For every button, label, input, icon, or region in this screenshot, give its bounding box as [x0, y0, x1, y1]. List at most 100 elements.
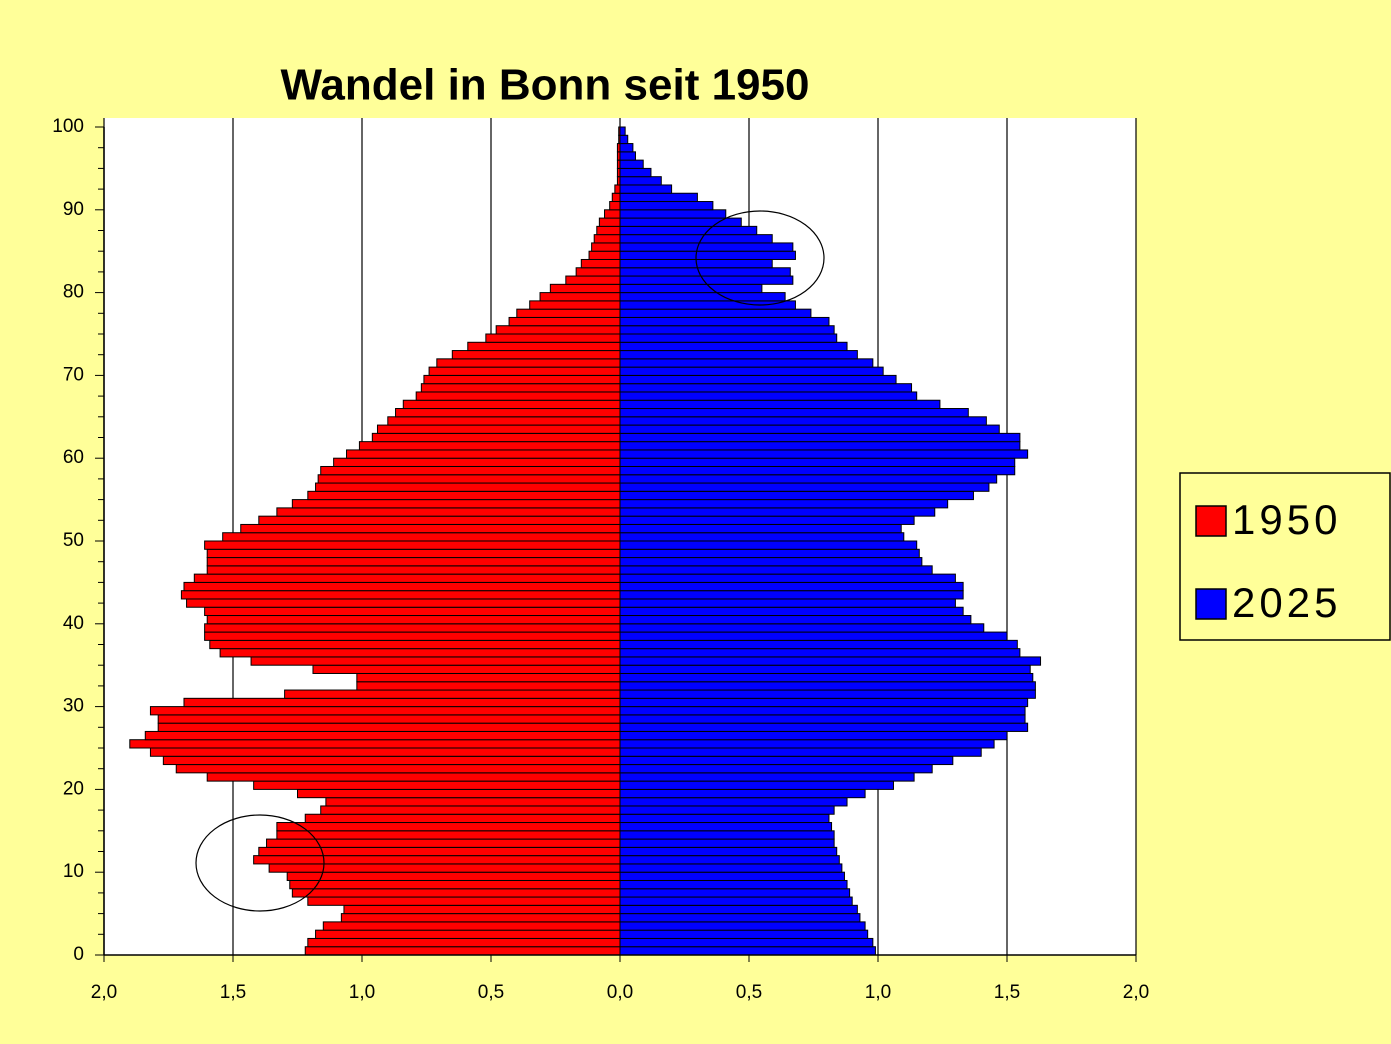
bar: [619, 523, 902, 534]
bar: [619, 399, 941, 410]
bar: [180, 590, 621, 600]
bar: [619, 465, 1016, 476]
bar: [619, 366, 884, 376]
bar: [619, 383, 913, 393]
bar: [619, 134, 629, 145]
bar: [307, 490, 621, 501]
bar: [593, 234, 621, 244]
bar: [619, 689, 1036, 699]
bar: [619, 457, 1016, 467]
bar: [575, 267, 621, 277]
bar: [291, 499, 621, 509]
bar: [222, 532, 621, 542]
bar: [619, 374, 897, 385]
bar: [415, 391, 621, 401]
bar: [317, 474, 621, 484]
bar: [209, 639, 621, 650]
bar: [619, 358, 874, 368]
bar: [204, 606, 621, 617]
bar: [250, 656, 621, 666]
bar: [276, 822, 621, 832]
bar: [619, 333, 838, 343]
bar: [619, 449, 1029, 459]
bar: [423, 374, 621, 385]
bar: [402, 399, 621, 410]
bar: [276, 507, 621, 517]
bar: [619, 474, 998, 484]
bar: [598, 217, 621, 227]
bar: [304, 946, 621, 956]
bar: [619, 350, 858, 360]
bar: [333, 457, 621, 467]
bar: [451, 350, 621, 360]
bar: [539, 292, 621, 302]
bar: [565, 275, 621, 285]
bar: [619, 722, 1029, 732]
bar: [307, 896, 621, 906]
bar: [611, 192, 621, 203]
bar: [619, 747, 982, 757]
bar: [315, 482, 621, 492]
bar: [183, 581, 621, 592]
bar: [619, 871, 845, 881]
y-tick-label: 20: [63, 778, 84, 799]
bar: [297, 788, 621, 799]
x-tick-label: 1,0: [349, 982, 375, 1003]
bar: [619, 126, 626, 136]
bar: [619, 913, 861, 923]
legend: 1950 2025: [1195, 496, 1341, 626]
bar: [356, 672, 621, 683]
bar: [619, 225, 758, 236]
bar: [619, 184, 673, 194]
bar: [619, 192, 698, 203]
x-tick-label: 1,5: [220, 982, 246, 1003]
bar: [619, 499, 949, 509]
bar: [322, 921, 621, 931]
bar: [619, 946, 876, 956]
bar: [420, 383, 621, 393]
bar: [619, 664, 1031, 674]
bar: [619, 929, 869, 939]
bar: [436, 358, 621, 368]
y-tick-label: 30: [63, 696, 84, 717]
legend-swatch: [1195, 505, 1227, 537]
bar: [268, 863, 621, 873]
y-tick-label: 70: [63, 364, 84, 385]
x-tick-label: 1,5: [994, 982, 1020, 1003]
bar: [516, 308, 621, 318]
legend-swatch: [1195, 588, 1227, 620]
bar: [358, 441, 621, 451]
bar: [619, 656, 1042, 666]
bar: [206, 615, 621, 625]
bar: [619, 623, 985, 633]
bar: [619, 515, 915, 525]
bar: [529, 300, 621, 310]
bar: [619, 672, 1034, 683]
legend-label: 2025: [1232, 579, 1341, 626]
bar: [619, 391, 918, 401]
bar: [619, 788, 866, 799]
bar: [619, 341, 848, 352]
bar: [619, 441, 1021, 451]
bar: [619, 176, 662, 186]
bar: [204, 540, 621, 550]
bar: [307, 937, 621, 948]
bar: [619, 755, 954, 766]
x-tick-label: 0,0: [607, 982, 633, 1003]
bar: [619, 772, 915, 782]
bar: [289, 879, 621, 890]
x-tick-label: 2,0: [1123, 982, 1149, 1003]
bar: [312, 664, 621, 674]
bar: [619, 507, 936, 517]
bar: [619, 896, 853, 906]
y-tick-label: 10: [63, 861, 84, 882]
x-tick-label: 1,0: [865, 982, 891, 1003]
bar: [619, 838, 835, 848]
bar: [619, 822, 833, 832]
bar: [395, 408, 621, 418]
bar: [619, 201, 714, 211]
bar: [219, 648, 621, 658]
bar: [609, 201, 621, 211]
